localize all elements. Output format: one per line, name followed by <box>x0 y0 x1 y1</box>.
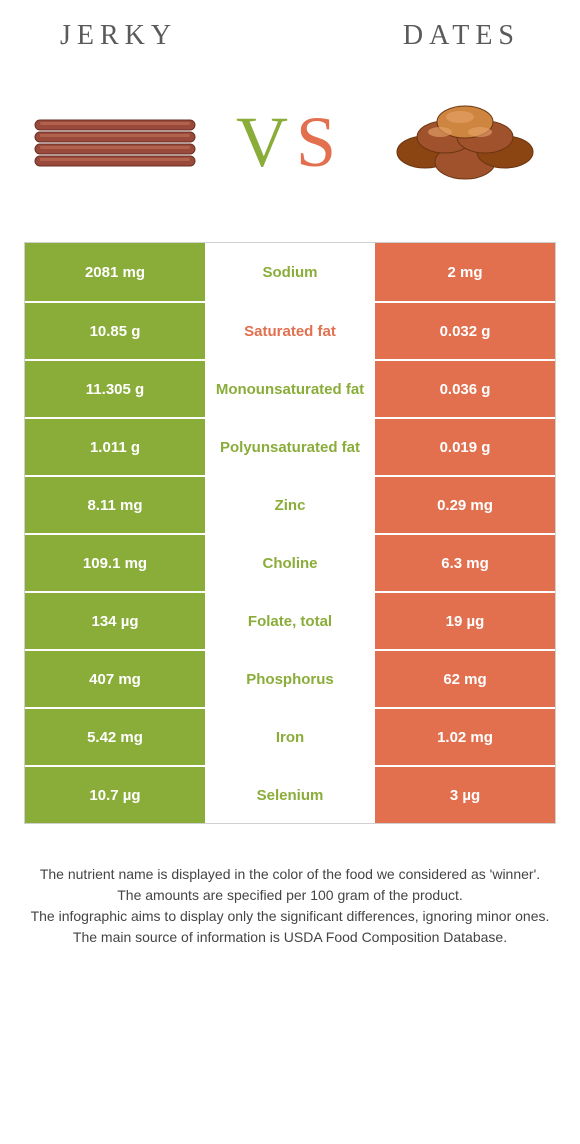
table-row: 109.1 mgCholine6.3 mg <box>25 533 555 591</box>
nutrient-label: Selenium <box>205 767 375 823</box>
vs-v: V <box>236 102 296 182</box>
value-left: 11.305 g <box>25 361 205 417</box>
nutrient-label: Choline <box>205 535 375 591</box>
table-row: 407 mgPhosphorus62 mg <box>25 649 555 707</box>
table-row: 11.305 gMonounsaturated fat0.036 g <box>25 359 555 417</box>
value-right: 62 mg <box>375 651 555 707</box>
value-right: 19 µg <box>375 593 555 649</box>
vs-s: S <box>296 102 344 182</box>
value-left: 2081 mg <box>25 243 205 301</box>
vs-label: VS <box>236 101 344 184</box>
footer-line-4: The main source of information is USDA F… <box>30 927 550 948</box>
table-row: 134 µgFolate, total19 µg <box>25 591 555 649</box>
dates-icon <box>385 82 545 202</box>
jerky-image <box>30 82 200 202</box>
value-right: 1.02 mg <box>375 709 555 765</box>
nutrient-label: Sodium <box>205 243 375 301</box>
value-right: 6.3 mg <box>375 535 555 591</box>
value-right: 0.29 mg <box>375 477 555 533</box>
nutrient-label: Zinc <box>205 477 375 533</box>
nutrient-label: Folate, total <box>205 593 375 649</box>
table-row: 2081 mgSodium2 mg <box>25 243 555 301</box>
nutrient-label: Monounsaturated fat <box>205 361 375 417</box>
title-left: Jerky <box>60 20 177 52</box>
value-right: 0.036 g <box>375 361 555 417</box>
value-right: 0.032 g <box>375 303 555 359</box>
nutrient-label: Saturated fat <box>205 303 375 359</box>
table-row: 5.42 mgIron1.02 mg <box>25 707 555 765</box>
table-row: 1.011 gPolyunsaturated fat0.019 g <box>25 417 555 475</box>
jerky-icon <box>30 102 200 182</box>
table-row: 10.85 gSaturated fat0.032 g <box>25 301 555 359</box>
header: Jerky Dates <box>0 0 580 62</box>
nutrient-label: Polyunsaturated fat <box>205 419 375 475</box>
value-right: 2 mg <box>375 243 555 301</box>
value-left: 5.42 mg <box>25 709 205 765</box>
footer-line-3: The infographic aims to display only the… <box>30 906 550 927</box>
value-left: 134 µg <box>25 593 205 649</box>
value-right: 3 µg <box>375 767 555 823</box>
comparison-table: 2081 mgSodium2 mg10.85 gSaturated fat0.0… <box>24 242 556 824</box>
value-left: 10.7 µg <box>25 767 205 823</box>
table-row: 8.11 mgZinc0.29 mg <box>25 475 555 533</box>
table-row: 10.7 µgSelenium3 µg <box>25 765 555 823</box>
value-left: 407 mg <box>25 651 205 707</box>
nutrient-label: Iron <box>205 709 375 765</box>
value-left: 10.85 g <box>25 303 205 359</box>
footer-line-2: The amounts are specified per 100 gram o… <box>30 885 550 906</box>
footer: The nutrient name is displayed in the co… <box>0 824 580 948</box>
value-left: 8.11 mg <box>25 477 205 533</box>
value-left: 109.1 mg <box>25 535 205 591</box>
vs-row: VS <box>0 62 580 242</box>
dates-image <box>380 82 550 202</box>
footer-line-1: The nutrient name is displayed in the co… <box>30 864 550 885</box>
value-left: 1.011 g <box>25 419 205 475</box>
value-right: 0.019 g <box>375 419 555 475</box>
nutrient-label: Phosphorus <box>205 651 375 707</box>
title-right: Dates <box>403 20 520 52</box>
